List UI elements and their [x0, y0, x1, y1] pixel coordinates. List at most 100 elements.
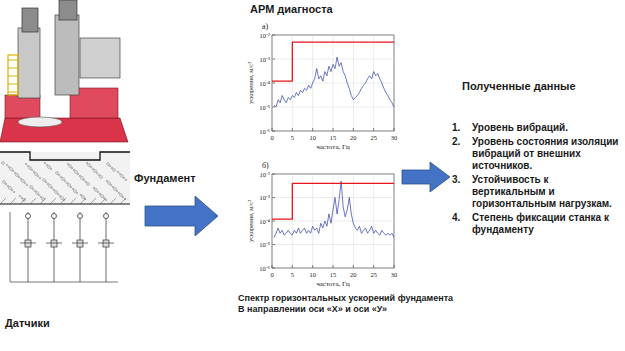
concrete-speck [71, 167, 73, 169]
concrete-speck [55, 191, 58, 194]
tick [272, 59, 275, 60]
concrete-speck [61, 197, 64, 200]
concrete-speck [46, 164, 48, 166]
result-item: 2.Уровень состояния изоляции вибраций от… [452, 136, 620, 172]
tick [272, 131, 275, 132]
result-item: 1.Уровень вибраций. [452, 122, 620, 134]
grid-line [312, 174, 313, 268]
concrete-speck [101, 195, 104, 198]
hatch [0, 198, 6, 204]
tick-label: 0 [270, 271, 273, 278]
grid-line [353, 35, 354, 131]
tick [272, 265, 273, 268]
tick [394, 265, 395, 268]
tick-label: 30 [391, 134, 398, 141]
concrete-speck [123, 177, 125, 179]
concrete-speck [110, 184, 112, 186]
tick-label: 15 [330, 271, 337, 278]
concrete-speck [24, 182, 26, 184]
concrete-speck [53, 189, 55, 191]
concrete-speck [7, 185, 9, 187]
concrete-speck [34, 190, 36, 192]
concrete-speck [82, 196, 85, 199]
tick [373, 128, 374, 131]
concrete-speck [85, 181, 87, 183]
concrete-speck [97, 191, 99, 193]
concrete-speck [9, 187, 12, 190]
concrete-speck [45, 181, 47, 183]
tick-label: 0 [270, 134, 273, 141]
ladder-rung [8, 68, 18, 69]
ladder-rung [8, 60, 18, 61]
concrete-speck [125, 179, 127, 181]
concrete-speck [117, 171, 119, 173]
hatch [70, 198, 76, 204]
arrow [402, 162, 450, 192]
concrete-speck [76, 192, 78, 194]
sensor-head [52, 214, 57, 219]
concrete-speck [16, 174, 19, 177]
tick [272, 244, 275, 245]
concrete-speck [18, 176, 20, 178]
concrete-speck [83, 179, 85, 181]
sensor-body [77, 240, 83, 247]
tick [272, 83, 275, 84]
sensor-wire [20, 243, 36, 244]
tick [312, 265, 313, 268]
concrete-speck [120, 194, 123, 197]
concrete-speck [112, 186, 114, 188]
tick-label: 10⁻⁵ [259, 104, 270, 111]
concrete-speck [22, 180, 25, 183]
grid-line [394, 174, 395, 268]
concrete-speck [114, 188, 117, 191]
concrete-speck [43, 179, 46, 182]
series-group [272, 181, 394, 237]
chart-label: б) [262, 161, 269, 170]
concrete-speck [20, 178, 22, 180]
concrete-speck [72, 188, 74, 190]
concrete-speck [108, 182, 111, 185]
concrete-speck [67, 163, 69, 165]
tick-label: 10⁻³ [260, 56, 271, 63]
concrete-speck [40, 196, 42, 198]
tick [272, 197, 275, 198]
series-line [272, 42, 394, 81]
machine-head [59, 0, 77, 20]
concrete-speck [103, 197, 105, 199]
concrete-speck [122, 196, 124, 198]
tick [272, 221, 275, 222]
concrete-speck [80, 194, 82, 196]
concrete-speck [3, 181, 6, 184]
item-text: Уровень вибраций. [472, 122, 568, 134]
concrete-speck [93, 187, 95, 189]
caption: Спектр горизонтальных ускорений фундамен… [238, 293, 454, 303]
hatch [120, 198, 126, 204]
grid-line [272, 174, 273, 268]
concrete-speck [5, 183, 7, 185]
concrete-speck [95, 189, 98, 192]
ladder-rung [8, 76, 18, 77]
tick-label: 10⁻² [260, 32, 271, 39]
concrete-speck [75, 171, 78, 174]
plot-frame [272, 174, 394, 268]
tick [353, 265, 354, 268]
hatch [90, 198, 96, 204]
concrete-speck [36, 192, 39, 195]
concrete-speck [109, 165, 111, 167]
concrete-speck [59, 195, 61, 197]
concrete-speck [10, 168, 13, 171]
tick [312, 128, 313, 131]
sensor-head [78, 214, 83, 219]
machine-head [22, 8, 38, 32]
concrete-speck [94, 170, 97, 173]
item-number: 4. [452, 212, 472, 236]
concrete-speck [69, 165, 72, 168]
hatch [60, 198, 66, 204]
machine-table [18, 117, 62, 127]
tick [333, 128, 334, 131]
concrete-speck [51, 187, 53, 189]
result-item: 3.Устойчивость к вертикальным и горизонт… [452, 174, 620, 210]
concrete-speck [6, 164, 8, 166]
concrete-speck [29, 167, 32, 170]
concrete-speck [81, 177, 84, 180]
